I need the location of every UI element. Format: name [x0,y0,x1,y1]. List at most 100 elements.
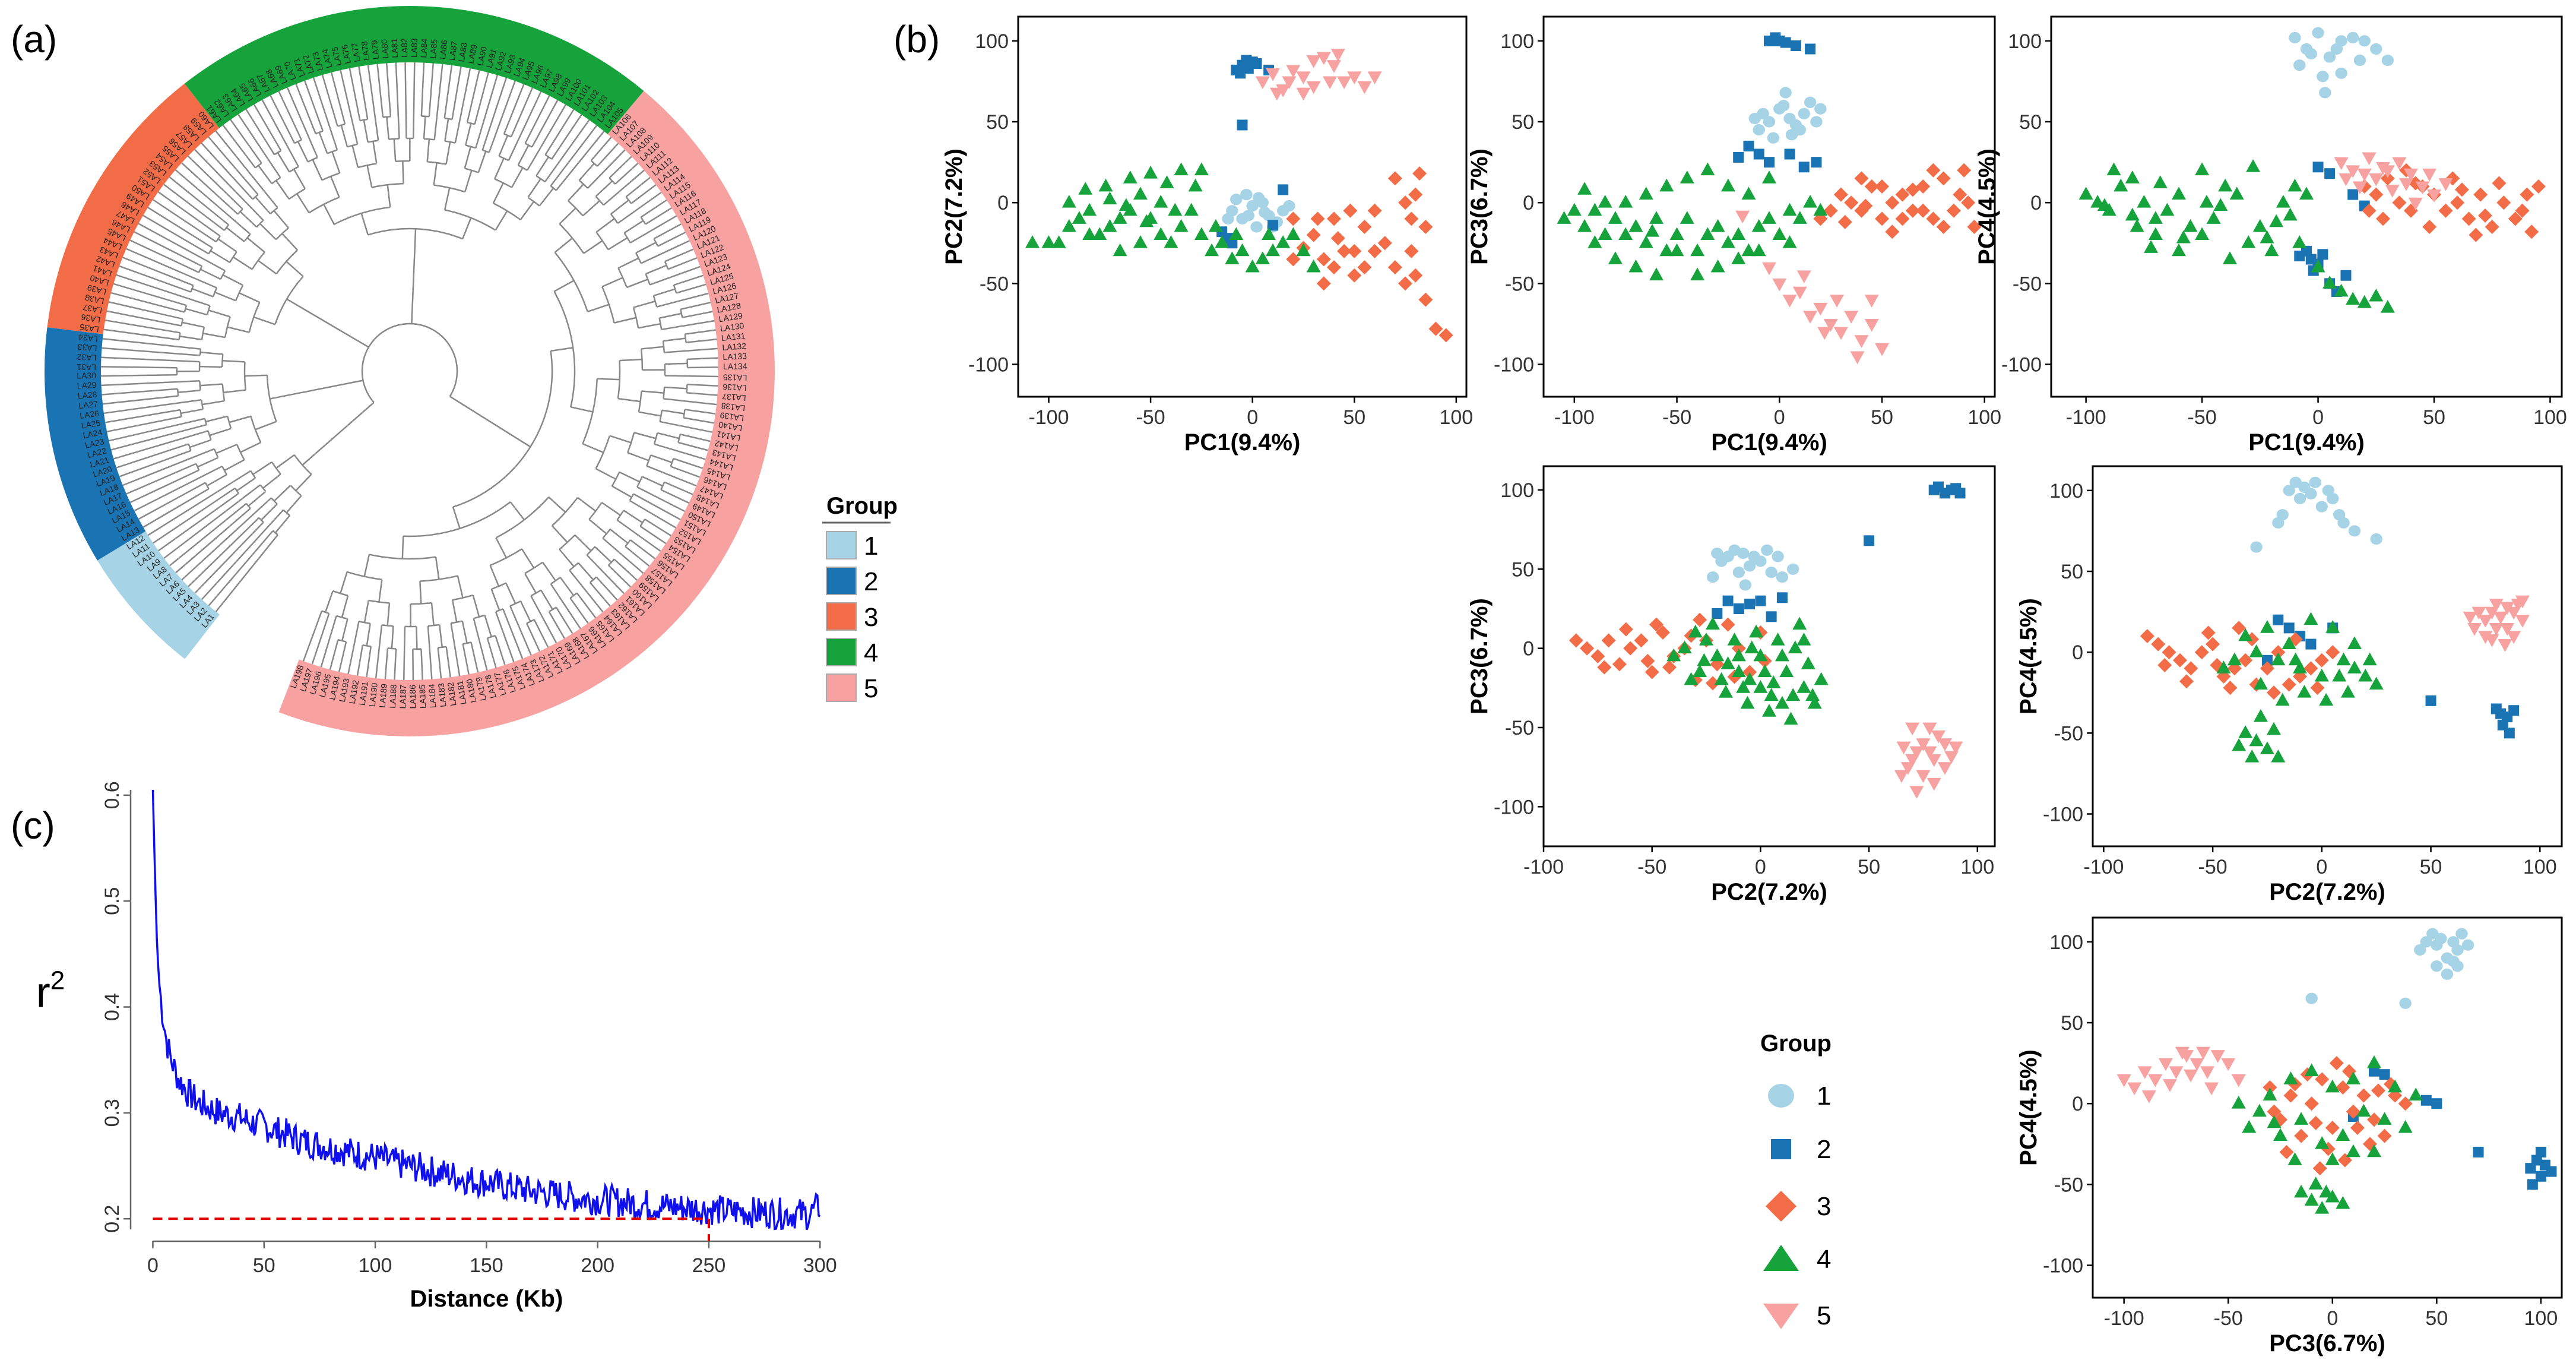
tree-branch [129,479,179,504]
data-point-triangle [1731,227,1746,241]
data-point-diamond [1597,660,1612,675]
tree-branch [106,420,160,433]
tree-leaf-label: LA38 [84,293,105,306]
data-point-triangle-down [2515,595,2530,609]
data-point-triangle [2356,1103,2371,1117]
pca-legend-circle-marker [1768,1084,1794,1108]
data-point-diamond [2515,203,2530,218]
data-point-triangle [1792,616,1807,630]
data-point-triangle-down [2352,181,2367,195]
tree-branch [274,150,281,156]
tree-group-band-5 [278,91,775,736]
tree-branch [590,160,598,167]
tree-branch [240,441,261,453]
pca-scatter-pc1-pc2: -100 -50 0 50 100 -100 -50 0 50 100 PC1(9.4%) PC2(7… [941,15,1473,456]
data-point-diamond [1875,179,1889,194]
tree-branch [530,595,543,616]
scatter-series-group-2 [2261,614,2520,739]
tree-branch [544,135,558,156]
data-point-triangle-down [2369,173,2384,186]
data-point-diamond [1936,220,1951,235]
data-point-triangle [2294,1112,2309,1125]
tree-branch [501,656,506,665]
tree-legend-item: 3 [826,602,878,632]
tree-leaf-label: LA184 [427,684,438,709]
data-point-triangle-down [2463,611,2477,625]
tree-branch [569,597,584,617]
tree-branch [205,216,225,231]
data-point-diamond [2179,674,2194,689]
tree-branch [428,94,432,117]
data-point-triangle [2347,660,2362,673]
tree-branch [222,360,245,363]
tree-branch [427,624,440,627]
data-point-triangle [2346,1071,2360,1084]
data-point-diamond [1387,171,1402,186]
tree-branch [648,511,676,529]
data-point-triangle [1123,170,1138,184]
data-point-triangle-down [2422,168,2437,182]
pca-legend-item: 5 [1763,1301,1831,1330]
data-point-diamond [1720,617,1735,632]
data-point-triangle [2409,1087,2423,1100]
tree-branch [663,337,686,342]
tree-branch [286,87,309,137]
data-point-square [2497,719,2508,730]
data-point-triangle [2292,235,2307,248]
data-point-triangle-down [2489,622,2504,636]
tree-branch [413,116,415,139]
data-point-square [2294,251,2305,262]
pca-legend-label: 4 [1817,1245,1831,1274]
data-point-triangle [2367,1055,2381,1068]
tree-branch [472,594,480,618]
tree-branch [226,192,243,210]
tree-branch [215,130,264,191]
tree-branch [676,286,698,294]
tree-leaf-label: LA81 [389,38,400,58]
x-tick-label: 50 [1343,406,1365,429]
data-point-circle [1776,571,1789,583]
tree-branch [195,463,200,471]
tree-branch [281,233,298,251]
tree-leaf-label: LA28 [77,390,97,400]
y-tick-label: 50 [986,111,1009,134]
tree-branch [386,603,391,626]
data-point-diamond [2392,195,2407,210]
tree-branch [505,583,517,604]
tree-branch [633,493,654,505]
data-point-square [1784,148,1795,160]
tree-branch [678,441,701,449]
data-point-triangle-down [2184,1069,2198,1083]
tree-branch [474,102,481,125]
data-point-triangle [1731,664,1746,678]
scatter-series-group-1 [2289,27,2394,99]
tree-branch [702,438,711,442]
tree-branch [230,119,249,146]
tree-branch [664,252,686,263]
tree-branch [223,224,230,231]
data-point-diamond [2508,211,2523,226]
tree-branch [194,537,249,594]
data-point-triangle [2322,276,2337,289]
data-point-square [1251,58,1262,69]
data-point-circle [2330,43,2343,55]
data-point-triangle [1700,227,1715,241]
tree-branch [662,340,666,353]
tree-branch [438,646,446,649]
tree-branch [595,195,604,206]
data-point-triangle [1062,219,1076,232]
tree-branch [664,261,669,270]
tree-branch [367,65,376,119]
y-tick-label: 50 [2061,1012,2083,1035]
data-point-triangle-down [1844,311,1859,324]
tree-branch [188,298,211,306]
data-point-circle [1732,567,1745,578]
tree-branch [559,631,565,639]
y-tick-label: 0.2 [101,1205,123,1233]
data-point-square [2504,728,2515,739]
tree-branch [630,539,649,555]
data-point-triangle-down [1922,746,1937,760]
y-tick-label: 100 [1500,479,1534,502]
tree-branch [169,450,191,459]
data-point-circle [2315,501,2328,513]
